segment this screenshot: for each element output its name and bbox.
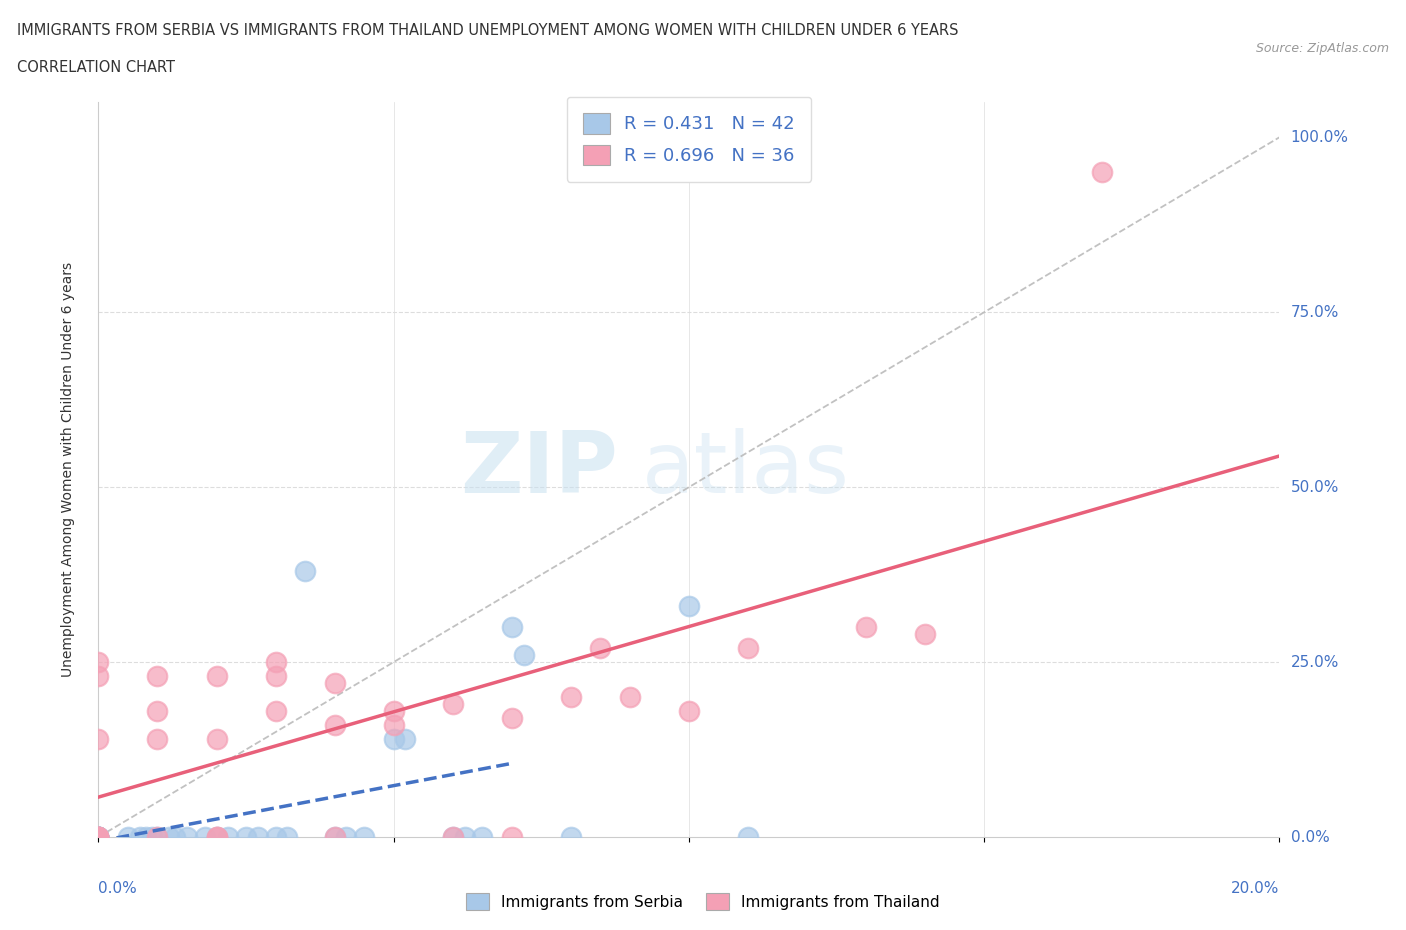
- Text: 100.0%: 100.0%: [1291, 130, 1348, 145]
- Point: [353, 830, 375, 844]
- Point: [205, 830, 228, 844]
- Point: [87, 655, 110, 670]
- Point: [87, 830, 110, 844]
- Point: [855, 619, 877, 634]
- Point: [441, 697, 464, 711]
- Point: [264, 830, 287, 844]
- Point: [146, 830, 169, 844]
- Text: 75.0%: 75.0%: [1291, 305, 1339, 320]
- Point: [382, 732, 405, 747]
- Point: [441, 830, 464, 844]
- Point: [560, 830, 582, 844]
- Point: [146, 830, 169, 844]
- Text: CORRELATION CHART: CORRELATION CHART: [17, 60, 174, 75]
- Point: [87, 830, 110, 844]
- Point: [1091, 165, 1114, 179]
- Point: [87, 830, 110, 844]
- Point: [264, 704, 287, 719]
- Y-axis label: Unemployment Among Women with Children Under 6 years: Unemployment Among Women with Children U…: [60, 262, 75, 677]
- Point: [294, 564, 316, 578]
- Text: 50.0%: 50.0%: [1291, 480, 1339, 495]
- Point: [441, 830, 464, 844]
- Text: IMMIGRANTS FROM SERBIA VS IMMIGRANTS FROM THAILAND UNEMPLOYMENT AMONG WOMEN WITH: IMMIGRANTS FROM SERBIA VS IMMIGRANTS FRO…: [17, 23, 959, 38]
- Point: [323, 675, 346, 690]
- Point: [737, 641, 759, 656]
- Text: 20.0%: 20.0%: [1232, 881, 1279, 897]
- Point: [246, 830, 269, 844]
- Point: [264, 669, 287, 684]
- Point: [335, 830, 357, 844]
- Text: atlas: atlas: [641, 428, 849, 512]
- Point: [205, 830, 228, 844]
- Point: [619, 690, 641, 705]
- Point: [194, 830, 217, 844]
- Point: [87, 830, 110, 844]
- Point: [87, 669, 110, 684]
- Point: [87, 830, 110, 844]
- Point: [235, 830, 257, 844]
- Point: [87, 830, 110, 844]
- Point: [501, 711, 523, 725]
- Point: [87, 830, 110, 844]
- Point: [146, 732, 169, 747]
- Point: [560, 690, 582, 705]
- Point: [128, 830, 150, 844]
- Point: [146, 704, 169, 719]
- Point: [135, 830, 157, 844]
- Text: 25.0%: 25.0%: [1291, 655, 1339, 670]
- Point: [87, 830, 110, 844]
- Point: [87, 830, 110, 844]
- Point: [382, 718, 405, 733]
- Point: [471, 830, 494, 844]
- Point: [678, 704, 700, 719]
- Point: [146, 669, 169, 684]
- Point: [501, 830, 523, 844]
- Point: [501, 619, 523, 634]
- Legend: R = 0.431   N = 42, R = 0.696   N = 36: R = 0.431 N = 42, R = 0.696 N = 36: [567, 97, 811, 181]
- Point: [87, 830, 110, 844]
- Text: 0.0%: 0.0%: [98, 881, 138, 897]
- Point: [737, 830, 759, 844]
- Text: ZIP: ZIP: [460, 428, 619, 512]
- Point: [217, 830, 239, 844]
- Point: [264, 655, 287, 670]
- Point: [382, 704, 405, 719]
- Point: [205, 669, 228, 684]
- Text: Source: ZipAtlas.com: Source: ZipAtlas.com: [1256, 42, 1389, 55]
- Point: [589, 641, 612, 656]
- Point: [87, 830, 110, 844]
- Point: [141, 830, 163, 844]
- Point: [453, 830, 475, 844]
- Point: [205, 732, 228, 747]
- Point: [512, 647, 534, 662]
- Point: [87, 732, 110, 747]
- Point: [678, 599, 700, 614]
- Point: [323, 830, 346, 844]
- Point: [176, 830, 198, 844]
- Point: [394, 732, 416, 747]
- Point: [87, 830, 110, 844]
- Point: [157, 830, 180, 844]
- Text: 0.0%: 0.0%: [1291, 830, 1329, 844]
- Point: [87, 830, 110, 844]
- Point: [914, 627, 936, 642]
- Point: [205, 830, 228, 844]
- Point: [323, 830, 346, 844]
- Point: [87, 830, 110, 844]
- Point: [276, 830, 298, 844]
- Point: [165, 830, 187, 844]
- Point: [87, 830, 110, 844]
- Legend: Immigrants from Serbia, Immigrants from Thailand: Immigrants from Serbia, Immigrants from …: [458, 885, 948, 918]
- Point: [87, 830, 110, 844]
- Point: [87, 830, 110, 844]
- Point: [323, 718, 346, 733]
- Point: [87, 830, 110, 844]
- Point: [117, 830, 139, 844]
